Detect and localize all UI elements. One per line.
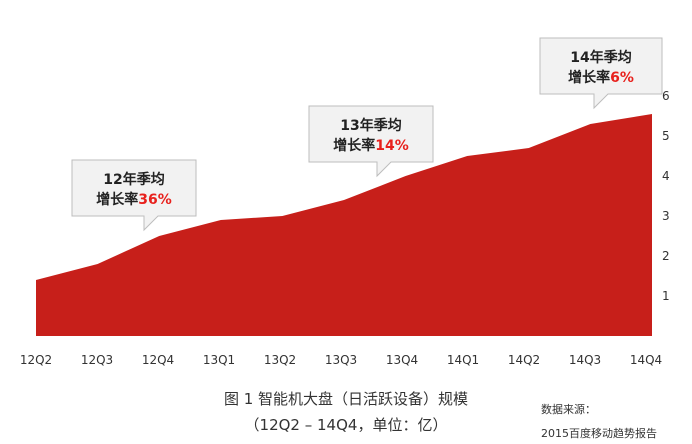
callout-growth-prefix: 增长率 bbox=[96, 191, 138, 208]
callout-growth-prefix: 增长率 bbox=[568, 69, 610, 86]
x-tick-label: 14Q2 bbox=[508, 353, 540, 367]
callout-box bbox=[539, 37, 663, 110]
x-tick-label: 12Q4 bbox=[142, 353, 174, 367]
callout-year-label: 13年季均 bbox=[340, 117, 401, 134]
x-tick-label: 13Q1 bbox=[203, 353, 235, 367]
callout-growth-label: 增长率36% bbox=[96, 191, 172, 208]
y-tick-label: 5 bbox=[662, 129, 670, 143]
callout-growth-value: 36% bbox=[138, 192, 172, 208]
callout-box bbox=[308, 105, 434, 178]
callout-year-label: 14年季均 bbox=[570, 49, 631, 66]
callout-growth-value: 6% bbox=[610, 70, 634, 86]
callout-growth-value: 14% bbox=[375, 138, 409, 154]
callout-box bbox=[71, 159, 197, 232]
x-tick-label: 12Q2 bbox=[20, 353, 52, 367]
y-tick-label: 1 bbox=[662, 289, 670, 303]
callout-growth-prefix: 增长率 bbox=[333, 137, 375, 154]
callout-growth-label: 增长率6% bbox=[568, 69, 634, 86]
x-axis-ticks: 12Q2 12Q3 12Q4 13Q1 13Q2 13Q3 13Q4 14Q1 14Q2 14Q3… bbox=[20, 353, 662, 367]
x-tick-label: 14Q3 bbox=[569, 353, 601, 367]
chart-caption-subtitle: （12Q2 – 14Q4，单位：亿） bbox=[244, 416, 448, 434]
source-text: 2015百度移动趋势报告 bbox=[541, 427, 657, 440]
x-tick-label: 14Q4 bbox=[630, 353, 662, 367]
callout-growth-label: 增长率14% bbox=[333, 137, 409, 154]
y-tick-label: 2 bbox=[662, 249, 670, 263]
x-tick-label: 14Q1 bbox=[447, 353, 479, 367]
x-tick-label: 13Q4 bbox=[386, 353, 418, 367]
x-tick-label: 13Q2 bbox=[264, 353, 296, 367]
callout-year-label: 12年季均 bbox=[103, 171, 164, 188]
y-tick-label: 3 bbox=[662, 209, 670, 223]
area-series bbox=[36, 114, 652, 336]
x-tick-label: 12Q3 bbox=[81, 353, 113, 367]
x-tick-label: 13Q3 bbox=[325, 353, 357, 367]
chart-caption-title: 图 1 智能机大盘（日活跃设备）规模 bbox=[223, 390, 469, 408]
y-axis-ticks: 1 2 3 4 5 6 bbox=[662, 89, 670, 303]
source-label: 数据来源： bbox=[541, 403, 596, 416]
y-tick-label: 6 bbox=[662, 89, 670, 103]
y-tick-label: 4 bbox=[662, 169, 670, 183]
